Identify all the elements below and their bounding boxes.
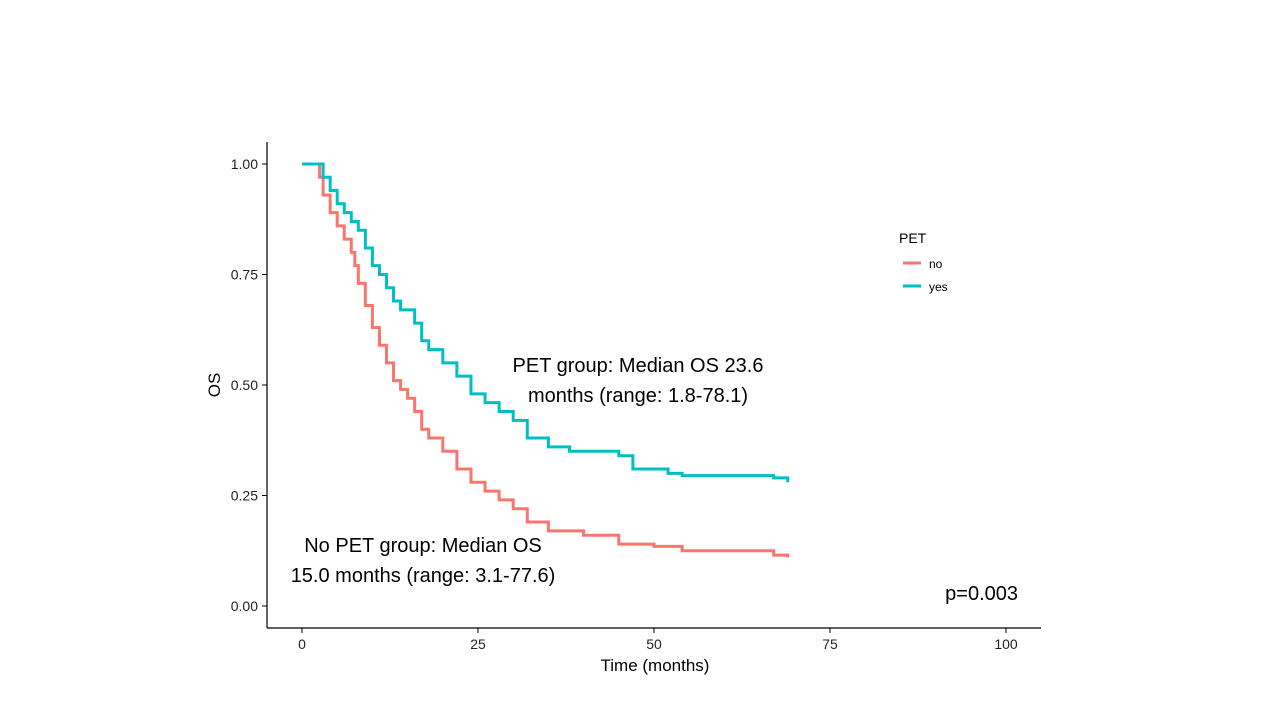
y-tick-label: 0.25 (231, 488, 258, 504)
annotations: PET group: Median OS 23.6 months (range:… (291, 355, 1018, 605)
series-line-no (302, 162, 790, 558)
y-axis-title: OS (205, 373, 224, 398)
y-ticks: 0.00 0.25 0.50 0.75 1.00 (231, 156, 267, 614)
legend: PET no yes (899, 230, 948, 294)
legend-label-no: no (929, 257, 943, 271)
legend-label-yes: yes (929, 280, 948, 294)
legend-title: PET (899, 230, 927, 246)
pet-annotation-line2: months (range: 1.8-78.1) (528, 385, 748, 407)
pet-annotation-line1: PET group: Median OS 23.6 (513, 355, 764, 377)
x-axis-title: Time (months) (601, 656, 710, 675)
x-tick-label: 0 (298, 636, 306, 652)
y-tick-label: 0.50 (231, 377, 258, 393)
series-layer (302, 162, 790, 558)
nopet-annotation-line1: No PET group: Median OS (304, 535, 542, 557)
x-tick-label: 25 (470, 636, 486, 652)
x-tick-label: 50 (646, 636, 662, 652)
p-value: p=0.003 (945, 583, 1018, 605)
y-tick-label: 0.75 (231, 267, 258, 283)
x-ticks: 0 25 50 75 100 (298, 628, 1018, 652)
nopet-annotation-line2: 15.0 months (range: 3.1-77.6) (291, 565, 556, 587)
x-tick-label: 100 (994, 636, 1018, 652)
series-line-yes (302, 162, 790, 483)
y-tick-label: 0.00 (231, 598, 258, 614)
x-tick-label: 75 (822, 636, 838, 652)
y-tick-label: 1.00 (231, 156, 258, 172)
